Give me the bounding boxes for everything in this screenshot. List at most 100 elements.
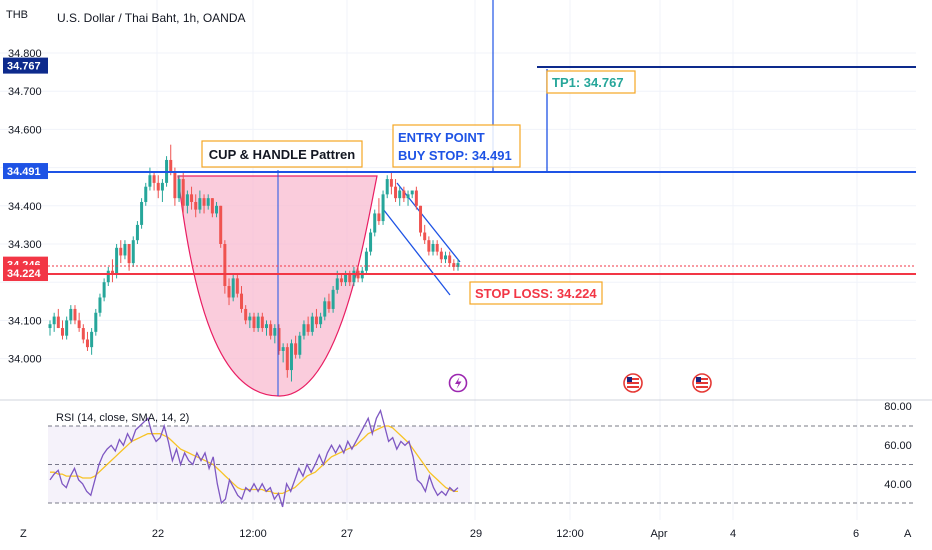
candle-body	[56, 316, 60, 329]
us-flag-event-icon[interactable]	[623, 373, 643, 393]
tp-label: TP1: 34.767	[552, 75, 624, 90]
candle-body	[327, 301, 331, 309]
candle-body	[85, 339, 89, 348]
candle-body	[444, 255, 448, 260]
candle-body	[256, 316, 260, 329]
rsi-axis[interactable]: 80.00 60.00 40.00	[884, 401, 912, 491]
candle-body	[385, 179, 389, 195]
time-tick-label: 29	[470, 528, 482, 540]
candle-body	[277, 328, 281, 351]
price-badge	[3, 163, 48, 180]
price-badge	[3, 57, 48, 74]
candle-body	[156, 182, 160, 191]
candle-body	[202, 198, 206, 206]
sl-label-box[interactable]: STOP LOSS: 34.224	[469, 281, 603, 305]
candle-body	[215, 205, 219, 214]
rsi-line	[49, 408, 459, 508]
rsi-tick-label: 40.00	[884, 479, 912, 491]
price-tick-label: 34.600	[8, 124, 42, 136]
candle-body	[410, 190, 414, 195]
candle-body	[94, 312, 98, 332]
price-tick-label: 34.400	[8, 201, 42, 213]
rsi-ma-line	[50, 425, 458, 495]
us-flag-event-icon[interactable]	[692, 373, 712, 393]
candle-body	[98, 297, 102, 313]
candle-body	[181, 179, 185, 206]
chart-title: U.S. Dollar / Thai Baht, 1h, OANDA	[57, 11, 246, 25]
price-badge-label: 34.224	[7, 268, 42, 280]
entry-label-line2: BUY STOP: 34.491	[398, 148, 512, 163]
log-scale-button[interactable]: Z	[20, 528, 27, 540]
candle-body	[119, 247, 123, 256]
price-badge	[3, 265, 48, 282]
tp-label-box[interactable]: TP1: 34.767	[546, 70, 636, 94]
candle-body	[431, 244, 435, 252]
candlestick-series	[48, 144, 460, 382]
candle-body	[248, 316, 252, 321]
candle-body	[339, 278, 343, 283]
entry-label-box[interactable]: ENTRY POINT BUY STOP: 34.491	[392, 124, 521, 168]
lightning-icon[interactable]	[448, 373, 468, 393]
candle-body	[373, 213, 377, 233]
candle-body	[160, 182, 164, 191]
candle-body	[81, 328, 85, 340]
candle-body	[106, 270, 110, 283]
candle-body	[52, 316, 56, 325]
currency-label: THB	[6, 9, 28, 21]
price-tick-label: 34.700	[8, 86, 42, 98]
candle-body	[377, 213, 381, 222]
candle-body	[123, 244, 127, 256]
candle-body	[394, 186, 398, 199]
candle-body	[402, 190, 406, 199]
candle-body	[264, 324, 268, 329]
price-axis[interactable]: 34.800 34.700 34.600 34.400 34.300 34.100 34.0…	[8, 48, 42, 366]
price-tick-label: 34.000	[8, 354, 42, 366]
auto-scale-button[interactable]: A	[904, 528, 912, 540]
candle-body	[302, 324, 306, 336]
time-axis[interactable]: 22 12:00 27 29 12:00 Apr 4 6	[152, 528, 859, 540]
price-grid	[0, 0, 916, 520]
rsi-band-fill	[48, 426, 470, 503]
candle-body	[148, 175, 152, 187]
candle-body	[406, 194, 410, 199]
rsi-grid	[48, 425, 916, 504]
price-tick-label: 34.100	[8, 315, 42, 327]
candle-body	[60, 328, 64, 336]
candle-body	[269, 324, 273, 336]
rsi-label: RSI (14, close, SMA, 14, 2)	[56, 412, 189, 424]
handle-channel-lower	[382, 208, 451, 296]
candle-body	[231, 278, 235, 298]
candle-body	[48, 324, 52, 329]
candle-body	[323, 301, 327, 317]
candle-body	[310, 316, 314, 332]
candle-body	[435, 244, 439, 252]
candle-body	[140, 201, 144, 225]
candle-body	[369, 232, 373, 252]
candle-body	[294, 343, 298, 355]
candle-body	[144, 186, 148, 202]
candle-body	[173, 171, 177, 199]
candle-body	[210, 198, 214, 214]
candle-body	[73, 308, 77, 321]
candle-body	[127, 244, 131, 264]
pattern-label-box[interactable]: CUP & HANDLE Pattren	[201, 140, 363, 168]
entry-label-line1: ENTRY POINT	[398, 130, 485, 145]
candle-body	[223, 244, 227, 287]
candle-body	[198, 198, 202, 210]
candle-body	[190, 194, 194, 202]
price-badge-label: 34.491	[7, 166, 41, 178]
candle-body	[285, 347, 289, 371]
rsi-series	[49, 408, 459, 508]
candle-body	[260, 316, 264, 329]
candle-body	[452, 263, 456, 267]
candle-body	[398, 190, 402, 199]
candle-body	[314, 316, 318, 325]
candle-body	[281, 347, 285, 351]
candle-body	[90, 331, 94, 348]
candle-body	[131, 240, 135, 264]
candle-body	[135, 224, 139, 241]
candle-body	[298, 335, 302, 355]
candle-body	[427, 240, 431, 252]
time-tick-label: 12:00	[556, 528, 584, 540]
